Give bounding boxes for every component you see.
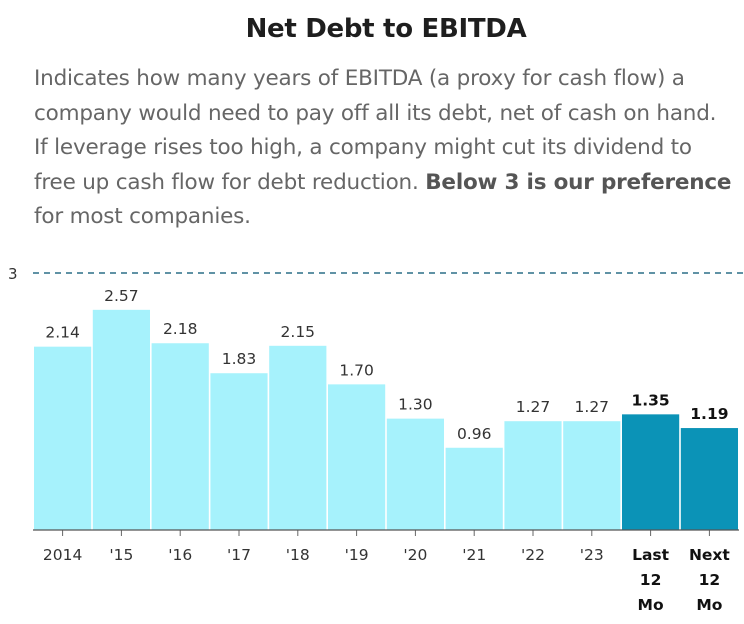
bar xyxy=(92,309,150,530)
data-label: 1.70 xyxy=(339,361,374,379)
x-tick-label: '19 xyxy=(345,546,369,564)
bar xyxy=(34,346,92,530)
data-label: 1.83 xyxy=(222,350,257,368)
data-label: 2.14 xyxy=(45,324,80,342)
description-text: Indicates how many years of EBITDA (a pr… xyxy=(34,66,717,195)
x-tick-label: '20 xyxy=(403,546,427,564)
data-label: 1.30 xyxy=(398,396,433,414)
bar xyxy=(504,421,562,530)
bar xyxy=(210,373,268,530)
data-label: 2.57 xyxy=(104,287,139,305)
x-tick-label: '17 xyxy=(227,546,251,564)
x-tick-label: Mo xyxy=(638,596,664,614)
x-tick-label: '22 xyxy=(521,546,545,564)
chart-description: Indicates how many years of EBITDA (a pr… xyxy=(34,62,734,235)
data-label: 1.35 xyxy=(631,391,669,409)
bar xyxy=(445,447,503,530)
bar xyxy=(622,414,680,530)
threshold-label: 3 xyxy=(8,265,18,283)
x-tick-label: Last xyxy=(632,546,670,564)
bar xyxy=(269,345,327,530)
x-tick-label: 12 xyxy=(699,571,721,589)
data-label: 1.27 xyxy=(575,398,610,416)
chart-title: Net Debt to EBITDA xyxy=(245,14,527,44)
bar xyxy=(151,343,209,530)
data-label: 0.96 xyxy=(457,425,492,443)
x-tick-label: '15 xyxy=(109,546,133,564)
bar xyxy=(328,384,386,530)
data-label: 1.19 xyxy=(690,405,728,423)
data-label: 1.27 xyxy=(516,398,551,416)
x-tick-label: '21 xyxy=(462,546,486,564)
x-tick-label: '23 xyxy=(580,546,604,564)
x-tick-label: 2014 xyxy=(43,546,82,564)
x-tick-label: 12 xyxy=(640,571,662,589)
data-label: 2.15 xyxy=(281,323,316,341)
x-tick-label: Mo xyxy=(696,596,722,614)
x-tick-label: Next xyxy=(689,546,730,564)
data-label: 2.18 xyxy=(163,320,198,338)
bar xyxy=(386,418,444,530)
x-tick-label: '16 xyxy=(168,546,192,564)
x-tick-label: '18 xyxy=(286,546,310,564)
description-end: for most companies. xyxy=(34,204,251,229)
bar xyxy=(563,421,621,530)
bar xyxy=(680,428,738,530)
description-emphasis: Below 3 is our preference xyxy=(425,169,732,195)
